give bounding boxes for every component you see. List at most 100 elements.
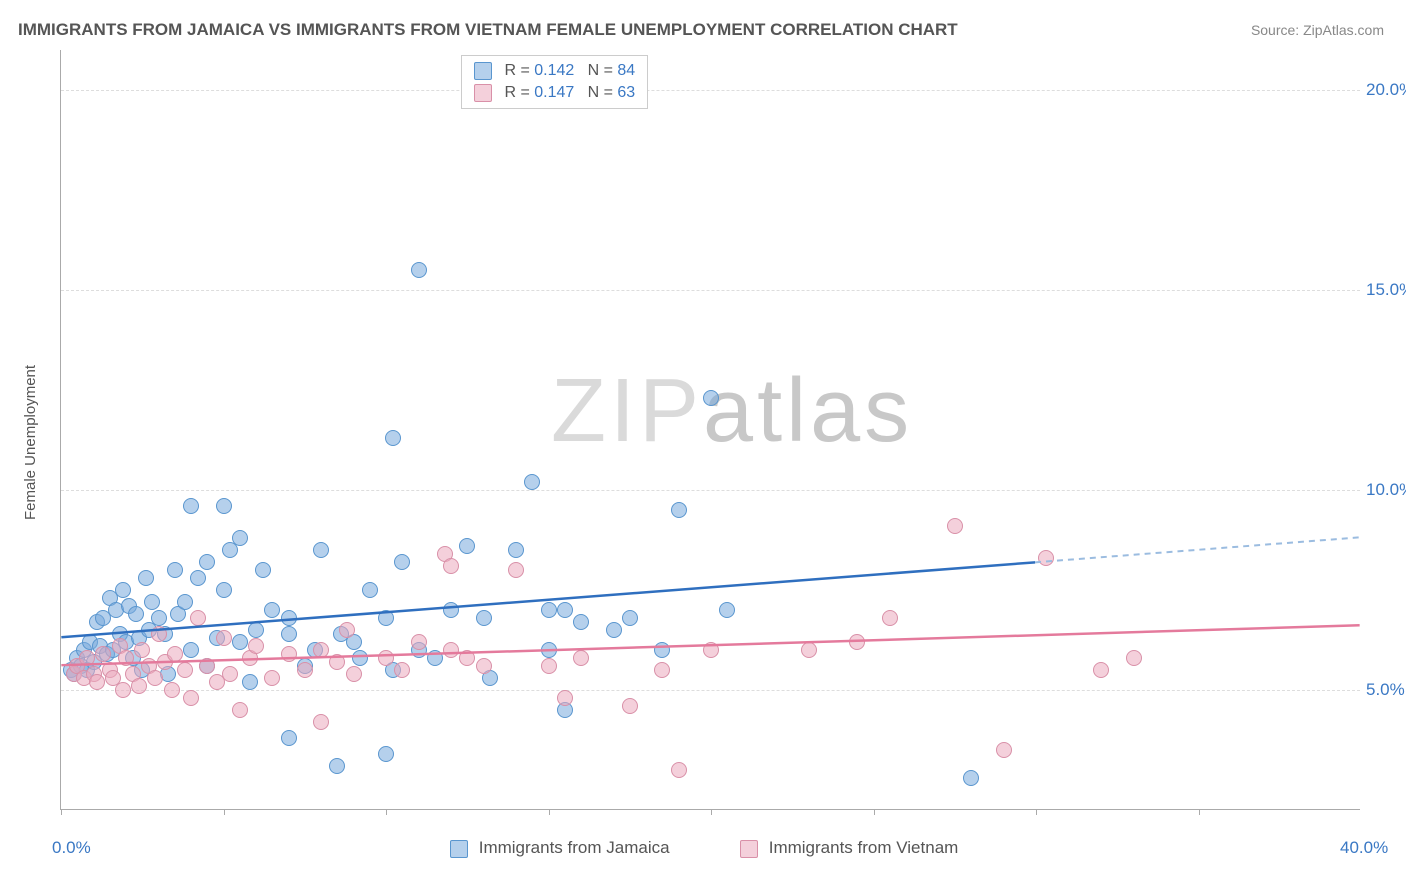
scatter-point (281, 646, 297, 662)
trend-lines-layer (61, 50, 1360, 809)
scatter-point (378, 610, 394, 626)
x-tick (1036, 809, 1037, 815)
scatter-point (151, 626, 167, 642)
source-attribution: Source: ZipAtlas.com (1251, 22, 1384, 38)
scatter-point (346, 666, 362, 682)
scatter-point (313, 642, 329, 658)
scatter-point (147, 670, 163, 686)
scatter-point (541, 642, 557, 658)
scatter-point (89, 674, 105, 690)
scatter-point (199, 554, 215, 570)
bottom-legend-vietnam: Immigrants from Vietnam (740, 838, 958, 858)
scatter-point (801, 642, 817, 658)
scatter-point (297, 662, 313, 678)
legend-row-vietnam: R = 0.147 N = 63 (474, 84, 635, 102)
scatter-point (524, 474, 540, 490)
scatter-point (190, 570, 206, 586)
scatter-point (255, 562, 271, 578)
y-gridline (61, 90, 1360, 91)
scatter-point (671, 502, 687, 518)
scatter-point (541, 658, 557, 674)
scatter-point (849, 634, 865, 650)
legend-swatch-jamaica (474, 62, 492, 80)
scatter-point (248, 622, 264, 638)
scatter-point (378, 650, 394, 666)
x-axis-min-label: 0.0% (52, 838, 91, 858)
scatter-point (115, 682, 131, 698)
scatter-point (190, 610, 206, 626)
watermark-logo: ZIPatlas (551, 360, 913, 463)
scatter-point (164, 682, 180, 698)
scatter-point (703, 642, 719, 658)
scatter-point (216, 582, 232, 598)
scatter-point (385, 430, 401, 446)
scatter-point (719, 602, 735, 618)
y-tick-label: 20.0% (1366, 80, 1406, 100)
bottom-legend-jamaica: Immigrants from Jamaica (450, 838, 670, 858)
watermark-atlas: atlas (703, 361, 913, 461)
chart-title: IMMIGRANTS FROM JAMAICA VS IMMIGRANTS FR… (18, 20, 958, 40)
y-gridline (61, 490, 1360, 491)
scatter-point (281, 626, 297, 642)
x-tick (711, 809, 712, 815)
x-tick (874, 809, 875, 815)
scatter-point (242, 674, 258, 690)
scatter-point (378, 746, 394, 762)
scatter-point (573, 650, 589, 666)
trend-line-dashed (1035, 537, 1360, 562)
scatter-point (1126, 650, 1142, 666)
scatter-point (118, 650, 134, 666)
x-tick (224, 809, 225, 815)
scatter-point (134, 642, 150, 658)
x-tick (386, 809, 387, 815)
scatter-point (144, 594, 160, 610)
scatter-point (232, 702, 248, 718)
scatter-point (443, 602, 459, 618)
scatter-point (671, 762, 687, 778)
scatter-point (167, 646, 183, 662)
scatter-point (281, 730, 297, 746)
scatter-point (996, 742, 1012, 758)
watermark-zip: ZIP (551, 361, 703, 461)
x-tick (61, 809, 62, 815)
scatter-point (131, 678, 147, 694)
scatter-point (339, 622, 355, 638)
scatter-point (281, 610, 297, 626)
scatter-point (411, 262, 427, 278)
scatter-point (557, 602, 573, 618)
y-tick-label: 15.0% (1366, 280, 1406, 300)
scatter-point (443, 558, 459, 574)
legend-n-jamaica: 84 (617, 62, 635, 79)
scatter-point (352, 650, 368, 666)
scatter-point (508, 562, 524, 578)
scatter-point (216, 630, 232, 646)
scatter-point (963, 770, 979, 786)
scatter-point (703, 390, 719, 406)
bottom-label-vietnam: Immigrants from Vietnam (769, 838, 959, 857)
scatter-point (394, 662, 410, 678)
scatter-point (654, 642, 670, 658)
scatter-point (947, 518, 963, 534)
scatter-point (222, 666, 238, 682)
source-prefix: Source: (1251, 22, 1303, 38)
scatter-point (248, 638, 264, 654)
scatter-point (622, 698, 638, 714)
x-tick (549, 809, 550, 815)
scatter-point (199, 658, 215, 674)
scatter-point (476, 610, 492, 626)
scatter-point (508, 542, 524, 558)
scatter-point (606, 622, 622, 638)
scatter-point (476, 658, 492, 674)
scatter-point (232, 530, 248, 546)
scatter-point (1038, 550, 1054, 566)
scatter-point (573, 614, 589, 630)
scatter-point (459, 538, 475, 554)
x-axis-max-label: 40.0% (1340, 838, 1388, 858)
scatter-point (183, 642, 199, 658)
y-gridline (61, 690, 1360, 691)
legend-r-vietnam: 0.147 (534, 84, 574, 101)
scatter-point (177, 594, 193, 610)
scatter-point (459, 650, 475, 666)
y-axis-label: Female Unemployment (22, 365, 39, 520)
y-tick-label: 5.0% (1366, 680, 1405, 700)
